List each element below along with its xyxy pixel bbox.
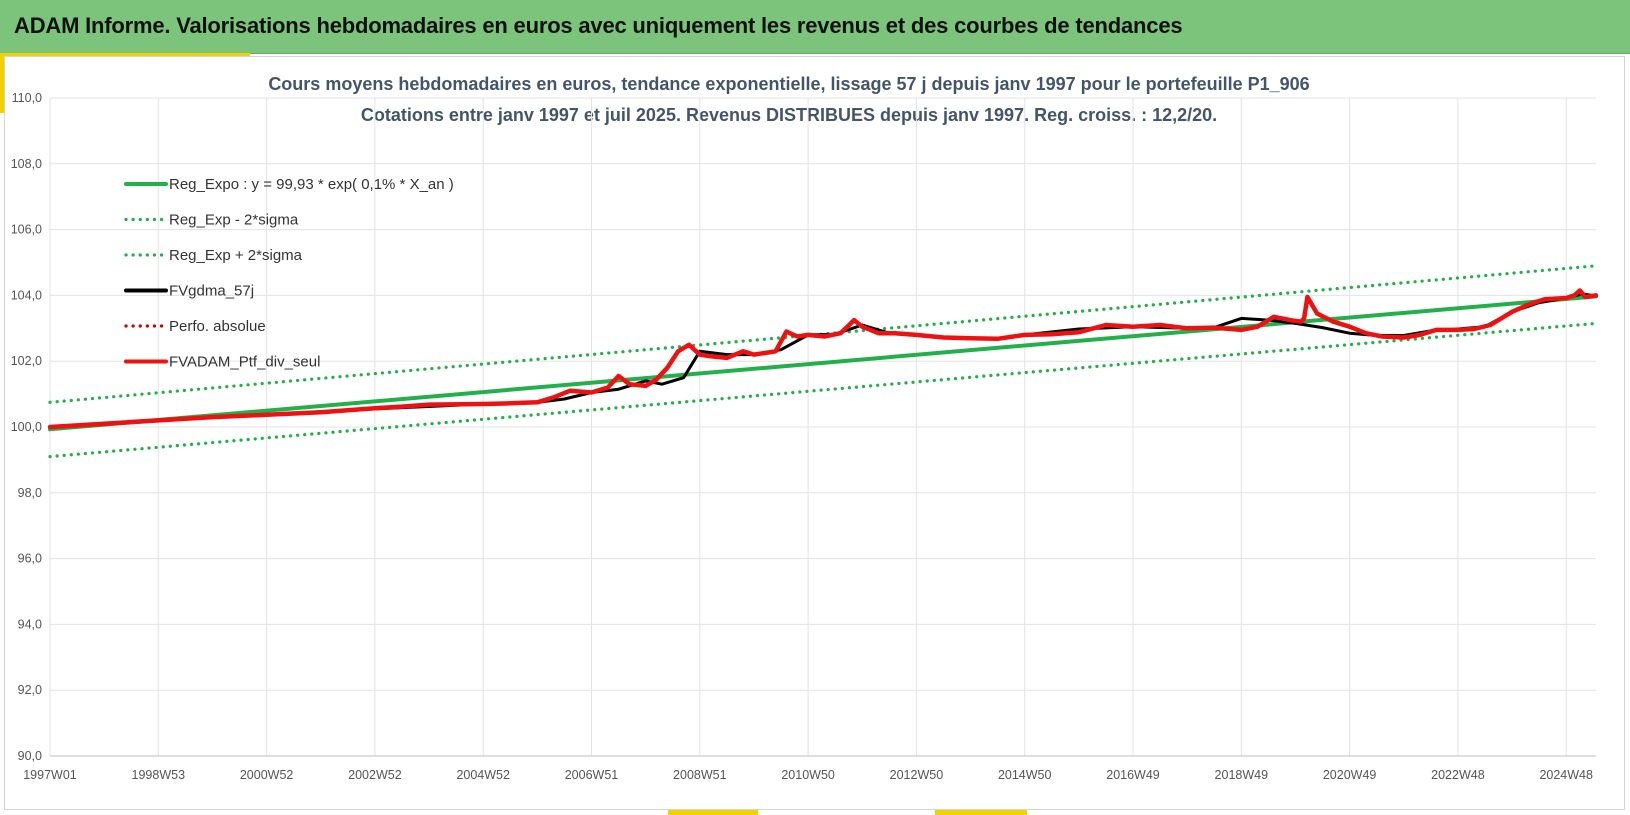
legend-label: Perfo. absolue bbox=[169, 318, 266, 335]
x-tick-label: 2022W48 bbox=[1431, 768, 1485, 782]
legend-label: FVADAM_Ptf_div_seul bbox=[169, 354, 320, 371]
x-tick-label: 1998W53 bbox=[132, 768, 186, 782]
x-tick-label: 2006W51 bbox=[565, 768, 619, 782]
x-tick-label: 2016W49 bbox=[1106, 768, 1160, 782]
x-tick-label: 2012W50 bbox=[890, 768, 944, 782]
y-tick-label: 104,0 bbox=[11, 288, 42, 302]
x-tick-label: 2010W50 bbox=[781, 768, 835, 782]
legend-label: Reg_Expo : y = 99,93 * exp( 0,1% * X_an … bbox=[169, 176, 454, 193]
chart-subtitle: Cotations entre janv 1997 et juil 2025. … bbox=[361, 105, 1217, 125]
accent-bar-bottom-1 bbox=[668, 810, 758, 815]
accent-bar-top bbox=[0, 53, 250, 58]
legend-label: FVgdma_57j bbox=[169, 283, 254, 300]
report-header: ADAM Informe. Valorisations hebdomadaire… bbox=[0, 0, 1630, 54]
x-axis-ticks: 1997W01 1998W53 2000W52 2002W52 2004W52 2006W… bbox=[23, 768, 1593, 782]
x-tick-label: 2018W49 bbox=[1215, 768, 1269, 782]
legend: Reg_Expo : y = 99,93 * exp( 0,1% * X_an … bbox=[124, 176, 454, 371]
series-line-1 bbox=[48, 321, 1598, 459]
y-tick-label: 90,0 bbox=[18, 749, 42, 763]
y-tick-label: 96,0 bbox=[18, 552, 42, 566]
y-tick-label: 94,0 bbox=[18, 617, 42, 631]
y-tick-label: 106,0 bbox=[11, 223, 42, 237]
chart-title: Cours moyens hebdomadaires en euros, ten… bbox=[268, 74, 1309, 94]
y-tick-label: 98,0 bbox=[18, 486, 42, 500]
x-tick-label: 2024W48 bbox=[1539, 768, 1593, 782]
x-tick-label: 2020W49 bbox=[1323, 768, 1377, 782]
y-tick-label: 92,0 bbox=[18, 683, 42, 697]
series-lines bbox=[47, 264, 1599, 459]
y-tick-label: 102,0 bbox=[11, 354, 42, 368]
x-tick-label: 2014W50 bbox=[998, 768, 1052, 782]
accent-bar-left bbox=[0, 53, 4, 113]
x-tick-label: 1997W01 bbox=[23, 768, 77, 782]
legend-label: Reg_Exp - 2*sigma bbox=[169, 212, 299, 229]
x-tick-label: 2004W52 bbox=[456, 768, 510, 782]
x-tick-label: 2002W52 bbox=[348, 768, 402, 782]
x-tick-label: 2008W51 bbox=[673, 768, 727, 782]
series-line-2 bbox=[48, 264, 1598, 404]
y-tick-label: 100,0 bbox=[11, 420, 42, 434]
series-line-5 bbox=[47, 288, 1599, 430]
accent-bar-bottom-2 bbox=[935, 810, 1027, 815]
grid-lines bbox=[49, 97, 1596, 757]
y-tick-label: 110,0 bbox=[12, 91, 42, 105]
x-tick-label: 2000W52 bbox=[240, 768, 294, 782]
chart-frame bbox=[4, 56, 1625, 810]
y-axis-ticks: 110,0 108,0 106,0 104,0 102,0 100,0 98,0 96,0 94… bbox=[11, 91, 42, 763]
report-title: ADAM Informe. Valorisations hebdomadaire… bbox=[14, 13, 1183, 38]
series-line-0 bbox=[48, 294, 1598, 432]
y-tick-label: 108,0 bbox=[11, 157, 42, 171]
legend-label: Reg_Exp + 2*sigma bbox=[169, 247, 303, 264]
